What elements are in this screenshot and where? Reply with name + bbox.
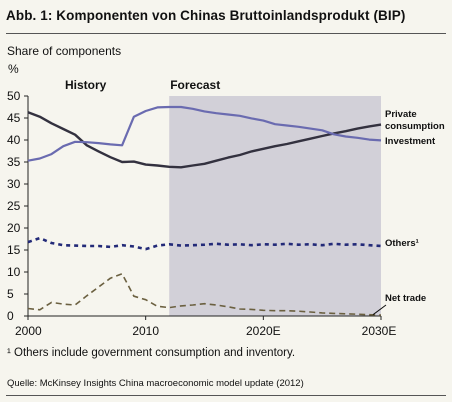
title-divider [6,33,446,34]
y-axis-label: Share of components [7,44,122,58]
series-line-net-trade [27,272,382,316]
y-tick-label: 40 [7,133,21,147]
y-tick-label: 20 [7,221,21,235]
x-tick-label: 2010 [132,324,159,338]
y-tick-label: 30 [7,177,21,191]
series-label-private: consumption [385,121,445,132]
series-label-private: Private [385,109,417,120]
series-line-investment [27,105,382,162]
y-tick-label: 0 [7,309,14,323]
x-tick-label: 2020E [246,324,281,338]
y-tick-label: 35 [7,155,21,169]
x-tick-label: 2030E [362,324,397,338]
bottom-divider [6,395,446,396]
history-annotation: History [65,78,107,92]
y-tick-label: 50 [7,89,21,103]
x-tick-label: 2000 [15,324,42,338]
y-tick-label: 5 [7,287,14,301]
forecast-band [169,96,381,316]
y-tick-label: 15 [7,243,21,257]
chart-title: Abb. 1: Komponenten von Chinas Bruttoinl… [6,8,406,23]
y-axis-unit: % [8,62,19,76]
y-tick-label: 45 [7,111,21,125]
source-note: Quelle: McKinsey Insights China macroeco… [7,378,304,389]
y-tick-label: 25 [7,199,21,213]
forecast-annotation: Forecast [170,78,220,92]
series-label-others: Others¹ [385,238,419,249]
series-label-investment: Investment [385,136,436,147]
footnote: ¹ Others include government consumption … [7,347,296,359]
y-tick-label: 10 [7,265,21,279]
series-line-private [27,111,382,169]
net-trade-leader-line [372,304,387,316]
series-line-others [27,236,382,251]
series-label-net-trade: Net trade [385,293,426,304]
